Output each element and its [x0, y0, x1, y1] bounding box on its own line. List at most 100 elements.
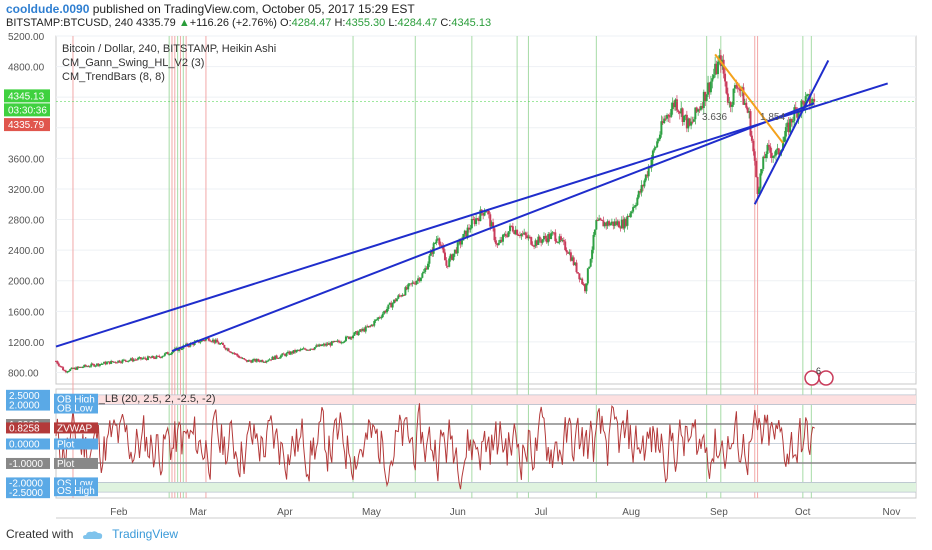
price-axis-label: 2400.00 [8, 246, 45, 257]
close-value: 4345.13 [451, 17, 492, 29]
price-axis-label: 2800.00 [8, 216, 45, 227]
ob-band [56, 394, 916, 405]
candle-body [658, 134, 661, 140]
candle-body [520, 233, 523, 237]
candle-body [107, 361, 110, 363]
price-axis-label: 1600.00 [8, 307, 45, 318]
indicator-badge-bg [6, 477, 50, 489]
candle-body [654, 147, 657, 149]
candle-body [732, 88, 735, 105]
published-text: published on TradingView.com, October 05… [92, 2, 415, 16]
candle-body [374, 319, 377, 322]
candle-body [258, 360, 261, 362]
candle-body [469, 228, 472, 230]
candle-body [617, 221, 620, 228]
symbol-label: BITSTAMP:BTCUSD, 240 [6, 17, 133, 29]
candle-body [288, 351, 291, 355]
candle-body [129, 358, 132, 361]
candle-body [257, 359, 260, 361]
legend-indicator: CM_TrendBars (8, 8) [62, 71, 165, 83]
candle-body [724, 73, 727, 82]
candle-body [789, 118, 792, 133]
candle-body [728, 102, 731, 104]
time-axis-label: Apr [277, 507, 293, 518]
candle-body [646, 174, 649, 177]
candle-body [260, 360, 263, 362]
candle-body [674, 99, 677, 108]
candle-body [626, 215, 629, 226]
candle-body [115, 362, 118, 364]
events-count: 6 [816, 366, 821, 376]
time-axis-label: Oct [795, 507, 811, 518]
candle-body [670, 108, 673, 117]
candle-body [240, 357, 243, 359]
high-label: H: [334, 17, 346, 29]
candle-body [463, 230, 466, 234]
candle-body [773, 155, 776, 157]
author-link[interactable]: cooldude.0090 [6, 2, 90, 16]
candle-body [203, 340, 206, 342]
candle-body [350, 336, 353, 339]
candle-body [292, 350, 295, 354]
candle-body [412, 282, 415, 284]
candle-body [166, 352, 169, 355]
candle-body [117, 360, 120, 363]
candle-body [291, 351, 294, 354]
candle-body [606, 221, 609, 226]
candle-body [356, 331, 359, 336]
candle-body [281, 353, 284, 356]
price-axis: 5200.004800.004400.003600.003200.002800.… [8, 32, 45, 380]
indicator-tag: OS Low [57, 478, 93, 489]
candle-body [640, 185, 643, 193]
candle-body [393, 299, 396, 304]
candle-body [458, 240, 461, 243]
candle-body [214, 339, 217, 343]
indicator-tag-bg [54, 457, 98, 469]
candle-body [681, 108, 684, 122]
candle-body [569, 252, 572, 261]
candle-body [675, 99, 678, 111]
publish-header: cooldude.0090 published on TradingView.c… [6, 2, 415, 16]
candle-body [254, 359, 257, 362]
trendline [714, 53, 784, 144]
candle-body [477, 218, 480, 222]
candle-body [592, 234, 595, 250]
candle-body [765, 153, 768, 159]
tradingview-brand[interactable]: TradingView [112, 527, 179, 541]
candle-body [131, 358, 134, 362]
candle-body [541, 239, 544, 243]
candle-body [159, 356, 162, 358]
candle-body [568, 252, 571, 254]
candle-body [327, 343, 330, 345]
candle-body [691, 121, 694, 123]
candle-body [609, 223, 612, 226]
candle-body [503, 234, 506, 236]
candle-body [452, 253, 455, 260]
candle-body [66, 371, 69, 373]
candle-body [390, 302, 393, 308]
candle-body [441, 245, 444, 247]
candle-body [73, 367, 76, 369]
candle-body [712, 74, 715, 79]
candle-body [428, 255, 431, 264]
candle-body [667, 114, 670, 117]
candle-body [221, 343, 224, 345]
candle-body [687, 118, 690, 129]
candle-body [154, 358, 157, 360]
candle-body [245, 360, 248, 362]
candle-body [69, 369, 72, 372]
candle-body [234, 353, 237, 355]
candle-body [707, 82, 710, 95]
candle-body [56, 361, 59, 364]
time-axis-label: Sep [710, 507, 728, 518]
candle-body [678, 111, 681, 114]
candle-body [132, 359, 135, 362]
candle-body [422, 271, 425, 274]
candle-body [767, 144, 770, 147]
candle-body [134, 359, 137, 361]
candle-body [144, 357, 147, 359]
candle-body [456, 242, 459, 254]
candle-body [806, 94, 809, 97]
price-badge: 4345.13 [4, 89, 50, 103]
